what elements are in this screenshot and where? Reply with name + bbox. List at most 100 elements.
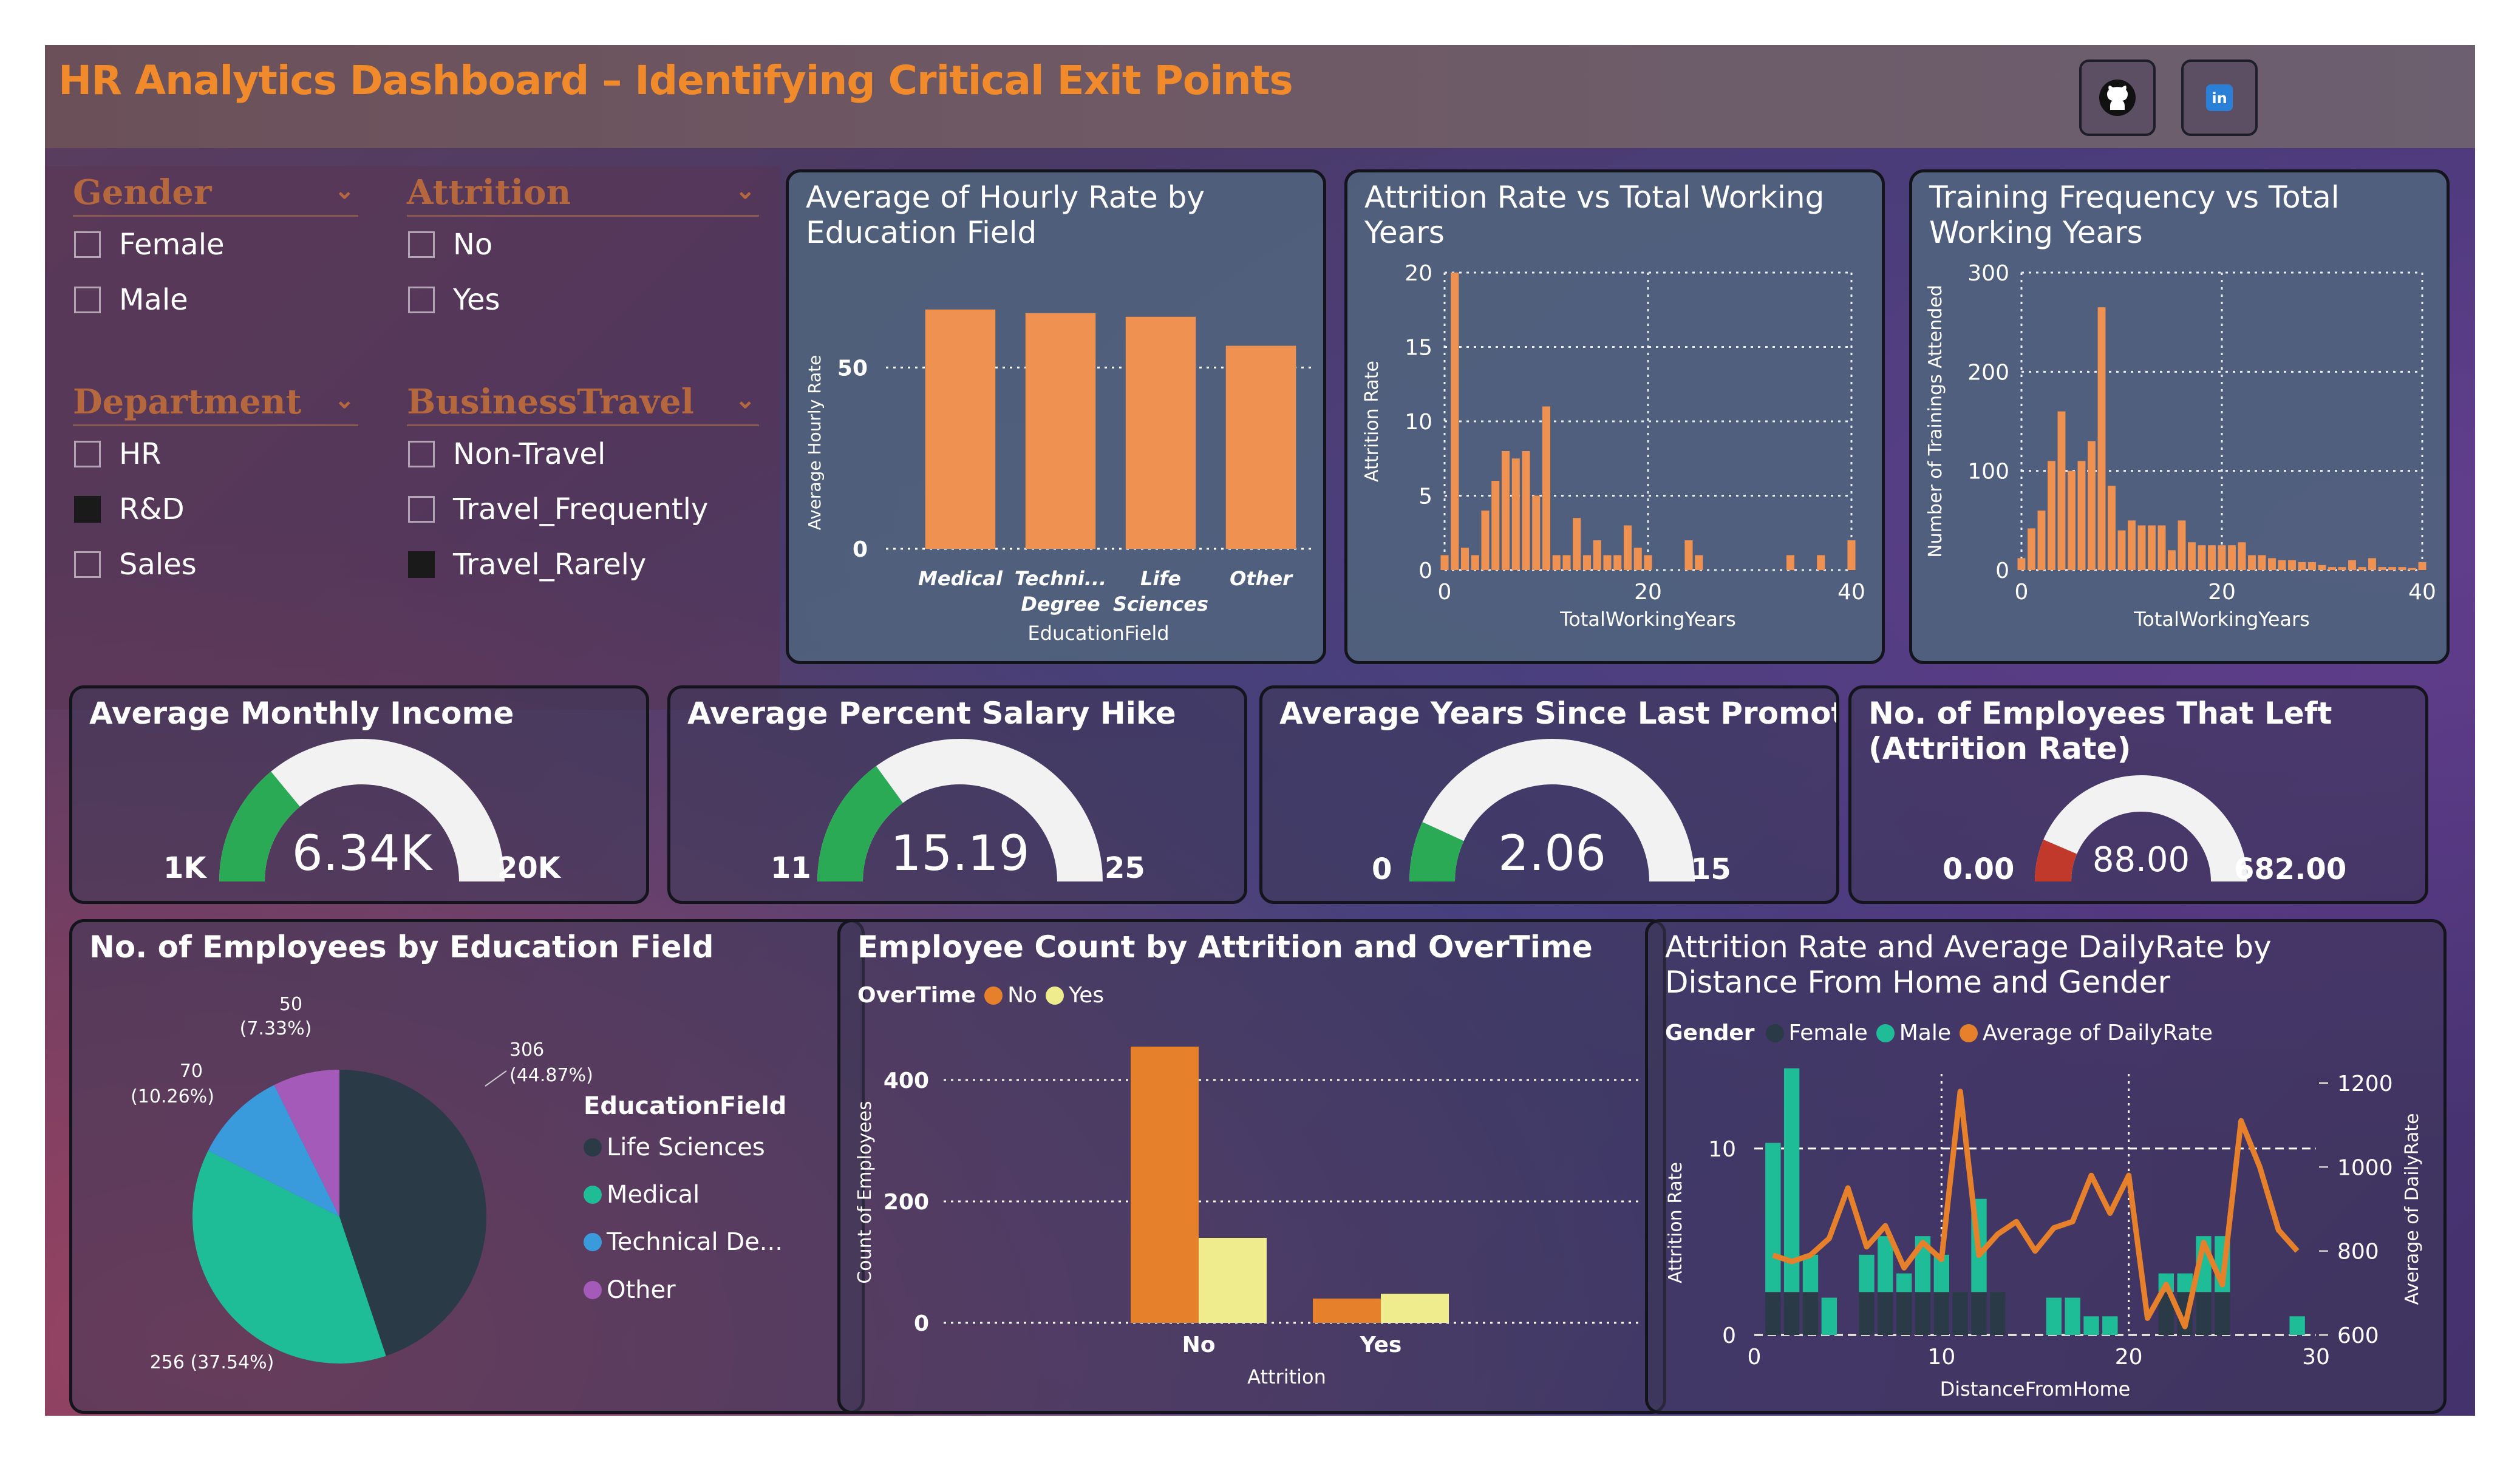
x-tick-label: Medical	[918, 567, 1003, 590]
bar	[2248, 555, 2256, 570]
legend-label[interactable]: Yes	[1069, 983, 1105, 1008]
training-years-bar-chart: 0 100 200 300 0 20 40 TotalWorkingYears Number o…	[1925, 261, 2436, 631]
bar	[1471, 555, 1479, 570]
bar	[2358, 567, 2366, 570]
legend-label[interactable]: Male	[1899, 1021, 1951, 1045]
department-slicer-header[interactable]: Department ⌄	[73, 382, 358, 426]
checkbox-checked[interactable]	[74, 495, 101, 523]
chevron-down-icon[interactable]: ⌄	[334, 176, 355, 205]
legend-label[interactable]: No	[1007, 983, 1038, 1008]
gauge-value: 88.00	[2092, 840, 2190, 880]
bar	[2077, 461, 2086, 570]
kpi-employees-left-card[interactable]: No. of Employees That Left (Attrition Ra…	[1848, 685, 2428, 904]
pie-slice	[192, 1150, 386, 1364]
bar	[2028, 528, 2035, 570]
slicer-option-no[interactable]: No	[407, 217, 759, 272]
bar	[1859, 1254, 1875, 1292]
bar	[1878, 1236, 1893, 1292]
bar	[1633, 548, 1642, 570]
kpi-years-promotion-card[interactable]: Average Years Since Last Promotion 0 15 …	[1259, 685, 1839, 904]
checkbox[interactable]	[408, 231, 435, 258]
bar	[1783, 1068, 1800, 1292]
bar	[1878, 1292, 1893, 1335]
checkbox[interactable]	[74, 286, 101, 313]
slicer-option-rd[interactable]: R&D	[73, 481, 358, 537]
gauge	[2035, 775, 2247, 882]
attrition-years-chart-card[interactable]: Attrition Rate vs Total Working Years 0 5…	[1344, 169, 1885, 664]
chart-title: Average of Hourly Rate by Education Fiel…	[806, 180, 1205, 250]
y-tick-label: 5	[1418, 484, 1432, 509]
training-years-chart-card[interactable]: Training Frequency vs Total Working Year…	[1909, 169, 2450, 664]
chart-title: No. of Employees by Education Field	[89, 929, 714, 965]
checkbox[interactable]	[408, 286, 435, 313]
gauge-max-label: 25	[1105, 851, 1145, 885]
legend-item-technical[interactable]: Technical De...	[584, 1228, 783, 1256]
checkbox[interactable]	[74, 231, 101, 258]
slice-percent-label: (10.26%)	[131, 1086, 214, 1107]
checkbox[interactable]	[74, 440, 101, 467]
slicer-option-travel-rarely[interactable]: Travel_Rarely	[407, 537, 759, 592]
bar	[2289, 1316, 2305, 1335]
education-pie-chart: 306 (44.87%) 256 (37.54%) 70 (10.26%) 50 (7.33…	[131, 994, 593, 1373]
business-travel-slicer-header[interactable]: BusinessTravel ⌄	[407, 382, 759, 426]
chevron-down-icon[interactable]: ⌄	[735, 176, 755, 205]
slicer-option-travel-frequently[interactable]: Travel_Frequently	[407, 481, 759, 537]
bar	[1695, 555, 1703, 570]
line-series	[1772, 1089, 2300, 1330]
chart-title: Employee Count by Attrition and OverTime	[857, 929, 1593, 965]
legend-swatch	[584, 1186, 602, 1204]
legend-item-other[interactable]: Other	[584, 1276, 676, 1304]
github-button[interactable]	[2079, 59, 2156, 136]
checkbox[interactable]	[74, 551, 101, 578]
gender-slicer-header[interactable]: Gender ⌄	[73, 172, 358, 217]
checkbox-checked[interactable]	[408, 551, 435, 578]
y2-axis-label: Average of DailyRate	[2402, 1113, 2423, 1305]
legend-item-life-sciences[interactable]: Life Sciences	[584, 1133, 765, 1161]
legend-swatch	[584, 1233, 602, 1251]
x-tick-label: 40	[2408, 580, 2436, 605]
y-axis-label: Average Hourly Rate	[805, 355, 825, 531]
svg-text:in: in	[2212, 90, 2227, 107]
chevron-down-icon[interactable]: ⌄	[334, 385, 355, 414]
education-pie-card[interactable]: No. of Employees by Education Field 306 (…	[69, 919, 865, 1414]
checkbox[interactable]	[408, 440, 435, 467]
checkbox[interactable]	[408, 495, 435, 523]
kpi-title: No. of Employees That Left (Attrition Ra…	[1868, 696, 2332, 766]
slicer-option-male[interactable]: Male	[73, 272, 358, 327]
gauge-fill	[1409, 821, 1464, 882]
kpi-salary-hike-card[interactable]: Average Percent Salary Hike 11 25 15.19	[667, 685, 1247, 904]
gauge	[817, 739, 1103, 882]
legend-label: Other	[607, 1276, 676, 1304]
bar	[1933, 1292, 1950, 1335]
distance-gender-card[interactable]: Attrition Rate and Average DailyRate by …	[1645, 919, 2447, 1414]
legend-label[interactable]: Female	[1788, 1021, 1868, 1045]
slicer-option-sales[interactable]: Sales	[73, 537, 358, 592]
hourly-rate-chart-card[interactable]: Average of Hourly Rate by Education Fiel…	[786, 169, 1326, 664]
slicer-option-female[interactable]: Female	[73, 217, 358, 272]
chevron-down-icon[interactable]: ⌄	[735, 385, 755, 414]
bar	[2196, 1292, 2212, 1335]
y-tick-label: 10	[1708, 1137, 1736, 1162]
y-tick-label: 0	[1722, 1323, 1736, 1348]
slicer-option-label: Sales	[119, 547, 197, 582]
linkedin-icon: in	[2206, 84, 2233, 111]
legend-item-medical[interactable]: Medical	[584, 1181, 700, 1209]
attrition-overtime-card[interactable]: Employee Count by Attrition and OverTime…	[837, 919, 1666, 1414]
legend-label[interactable]: Average of DailyRate	[1983, 1021, 2213, 1045]
slicer-option-label: Yes	[453, 282, 500, 317]
attrition-overtime-bar-chart: 0 200 400 No Yes Attrition Count of Employees	[854, 1047, 1642, 1388]
slicer-option-yes[interactable]: Yes	[407, 272, 759, 327]
slicer-option-non-travel[interactable]: Non-Travel	[407, 426, 759, 481]
attrition-slicer-header[interactable]: Attrition ⌄	[407, 172, 759, 217]
slicer-option-hr[interactable]: HR	[73, 426, 358, 481]
linkedin-button[interactable]: in	[2181, 59, 2258, 136]
bar	[1684, 540, 1693, 570]
x-tick-label: Yes	[1360, 1333, 1402, 1357]
bar	[2418, 562, 2426, 570]
x-tick-label: Techni...	[1015, 567, 1106, 590]
bar	[1440, 555, 1449, 570]
bar	[2368, 558, 2376, 570]
kpi-monthly-income-card[interactable]: Average Monthly Income 1K 20K 6.34K	[69, 685, 649, 904]
bar	[2048, 461, 2055, 570]
legend-swatch	[584, 1281, 602, 1299]
